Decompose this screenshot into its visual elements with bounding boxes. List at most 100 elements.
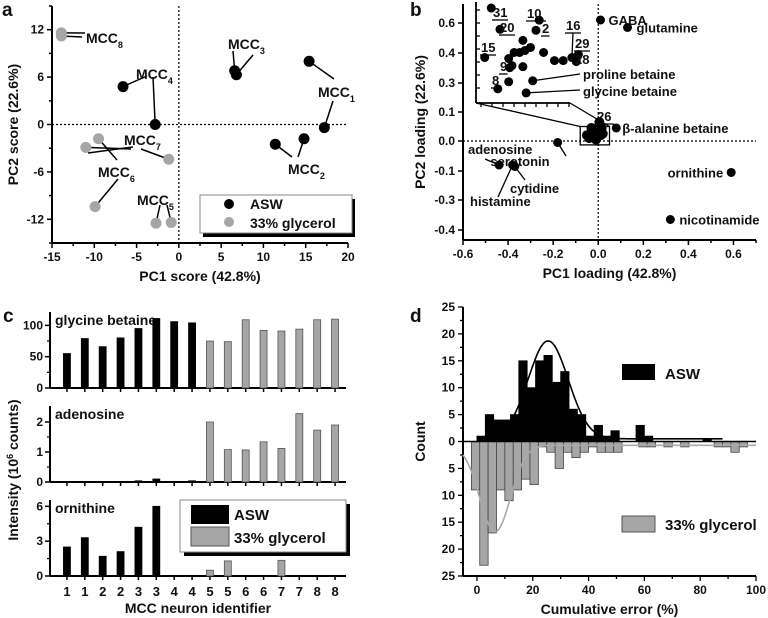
point-label: nicotinamide — [679, 213, 759, 228]
panel-label-c: c — [3, 306, 14, 327]
panel-label-a: a — [2, 0, 13, 21]
x-tick-label: 3 — [135, 584, 142, 599]
bar-ornithine — [80, 537, 89, 577]
y-tick-label: 20 — [442, 327, 456, 341]
bar-adenosine — [331, 424, 339, 483]
x-tick-label: 80 — [694, 583, 708, 597]
x-tick-label: -15 — [43, 250, 61, 264]
point-label: β-alanine betaine — [622, 121, 728, 136]
x-tick-label: 5 — [206, 584, 213, 599]
data-point-cluster — [584, 133, 595, 144]
bar-adenosine — [259, 441, 268, 483]
x-tick-label: 5 — [224, 584, 231, 599]
legend-label-asw: ASW — [250, 196, 283, 212]
data-point-mcc1 — [303, 55, 315, 67]
x-tick-label: 2 — [117, 584, 124, 599]
y-tick-label: -6 — [33, 165, 44, 179]
leader-line — [87, 146, 134, 154]
data-point — [665, 215, 675, 224]
histogram-bar-glycerol — [496, 441, 506, 491]
bar-ornithine — [98, 555, 107, 577]
histogram-bar-asw — [535, 360, 545, 442]
y-tick-label: 1 — [36, 445, 43, 459]
inset-data-point — [493, 84, 503, 94]
histogram-bar-glycerol — [604, 441, 615, 453]
y-tick-label: 10 — [442, 381, 456, 395]
bar-glycine-betaine — [63, 353, 71, 389]
bar-glycine-betaine — [223, 341, 232, 389]
panel-d-error-histogram: 25 20 15 10 5 0 5 10 15 20 25 0 20 40 60 80 100 Cumulativ… — [412, 300, 766, 617]
legend-marker-asw — [224, 199, 234, 209]
x-tick-label: 7 — [296, 584, 303, 599]
panel-a-pca-scores: -15 -10 -5 0 5 10 15 20 -12 -6 0 6 12 PC1 score (42.8… — [5, 5, 355, 284]
y-tick-label: 15 — [442, 354, 456, 368]
y-tick-label: 0 — [36, 381, 43, 395]
x-axis-title: MCC neuron identifier — [125, 600, 272, 616]
bar-ornithine — [277, 559, 286, 577]
inset-source-box — [579, 125, 611, 146]
mcc-label-7: MCC7 — [124, 132, 161, 152]
point-label: 26 — [597, 109, 611, 124]
mcc-label-4: MCC4 — [136, 66, 173, 86]
bar-glycine-betaine — [206, 340, 214, 389]
inset-data-point — [531, 25, 541, 35]
y-axis-title: PC2 score (22.6%) — [5, 64, 21, 185]
bar-ornithine — [63, 546, 71, 577]
histogram-bar-glycerol — [546, 441, 556, 453]
y-axis-title: Intensity (106 counts) — [5, 399, 21, 540]
inset-point-label: 28 — [575, 52, 589, 67]
y-tick-label: 100 — [23, 318, 43, 332]
bar-adenosine — [295, 413, 304, 483]
histogram-bar-glycerol — [487, 441, 497, 534]
y-tick-label: 0.1 — [438, 105, 455, 119]
inset-data-point — [495, 24, 505, 34]
panel-b-pca-loadings: -0.6 -0.4 -0.2 0.0 0.2 0.4 0.6 0.6 0.4 0.3 0.1 0.0 -… — [412, 2, 760, 281]
panel-label-d: d — [410, 306, 422, 327]
x-axis-title: Cumulative error (%) — [541, 601, 679, 617]
y-tick-label: 25 — [442, 569, 456, 583]
inset-point-label: 15 — [481, 40, 495, 55]
inset-point-label: 2 — [542, 21, 549, 36]
point-label: serotonin — [490, 154, 549, 169]
point-label: histamine — [470, 194, 531, 209]
histogram-bar-asw — [543, 355, 553, 442]
x-tick-label: 20 — [341, 250, 355, 264]
bar-ornithine — [223, 560, 232, 577]
y-tick-label: 20 — [442, 542, 456, 556]
subplot-title: adenosine — [55, 406, 124, 422]
legend-marker-glycerol — [224, 217, 234, 227]
x-tick-label: 0 — [474, 583, 481, 597]
bar-glycine-betaine — [170, 321, 179, 389]
y-tick-label: 50 — [30, 350, 44, 364]
bar-glycine-betaine — [152, 318, 161, 389]
bar-ornithine — [134, 526, 143, 577]
data-point-mcc4 — [117, 81, 129, 93]
data-point-mcc5 — [165, 216, 177, 228]
legend-label-asw: ASW — [234, 507, 270, 524]
legend-swatch-glycerol — [190, 526, 230, 547]
inset-data-point — [520, 45, 530, 55]
bar-adenosine — [241, 449, 250, 483]
inset-data-point — [539, 48, 549, 57]
data-point-mcc7 — [163, 153, 175, 165]
histogram-bar-glycerol — [579, 441, 589, 453]
leader-line — [94, 178, 119, 208]
x-tick-label: 8 — [331, 584, 338, 599]
inset-data-point — [521, 88, 531, 98]
x-tick-label: 10 — [257, 250, 271, 264]
bar-glycine-betaine — [116, 337, 125, 389]
x-axis-title: PC1 score (42.8%) — [139, 268, 260, 284]
bar-glycine-betaine — [331, 318, 339, 389]
bar-glycine-betaine — [188, 322, 196, 389]
y-tick-label: 0 — [37, 118, 44, 132]
bar-adenosine — [134, 480, 143, 483]
legend-swatch-glycerol — [621, 515, 656, 533]
bar-adenosine — [223, 449, 232, 483]
x-tick-label: 15 — [299, 250, 313, 264]
data-point-mcc5 — [150, 217, 162, 229]
inset-point-label: proline betaine — [583, 67, 675, 82]
histogram-bar-glycerol — [571, 441, 581, 459]
histogram-bar-glycerol — [563, 441, 573, 453]
histogram-bar-asw — [493, 419, 503, 442]
bar-ornithine — [206, 569, 214, 577]
